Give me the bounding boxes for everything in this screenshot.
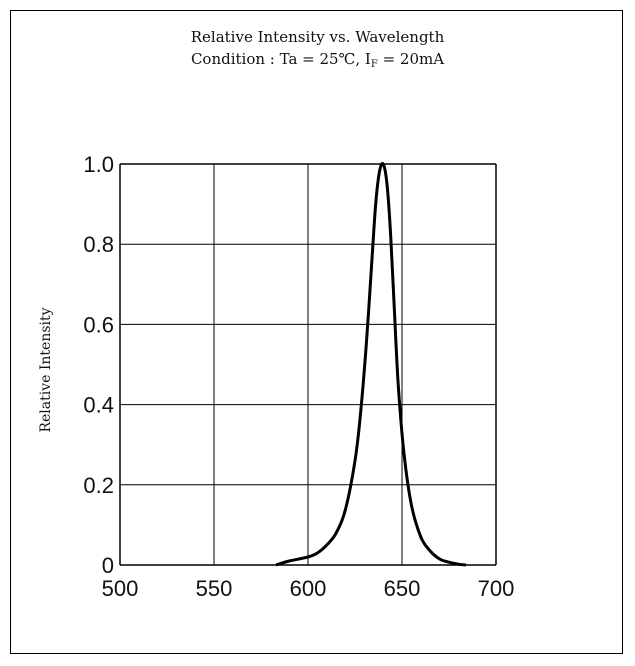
y-tick-label: 1.0 (83, 152, 114, 177)
chart-frame (10, 10, 623, 654)
x-tick-label: 650 (384, 576, 421, 601)
x-tick-label: 600 (290, 576, 327, 601)
subtitle-suffix: = 20mA (377, 50, 445, 68)
subtitle-prefix: Condition : Ta = 25℃, I (190, 50, 371, 68)
chart-title: Relative Intensity vs. Wavelength (190, 28, 445, 46)
chart-subtitle: Condition : Ta = 25℃, IF = 20mA (0, 50, 635, 70)
y-tick-label: 0.2 (83, 473, 114, 498)
y-tick-label: 0.6 (83, 312, 114, 337)
series-line (275, 161, 467, 567)
x-tick-label: 500 (102, 576, 139, 601)
tick-labels: 500 550 600 650 700 0 0.2 0.4 0.6 0.8 1.0 (83, 152, 514, 601)
x-tick-label: 550 (196, 576, 233, 601)
y-tick-label: 0 (102, 553, 114, 578)
grid-lines (119, 163, 497, 566)
subtitle-subscript: F (370, 59, 378, 70)
x-tick-label: 700 (478, 576, 515, 601)
y-tick-label: 0.4 (83, 393, 114, 418)
y-tick-label: 0.8 (83, 232, 114, 257)
